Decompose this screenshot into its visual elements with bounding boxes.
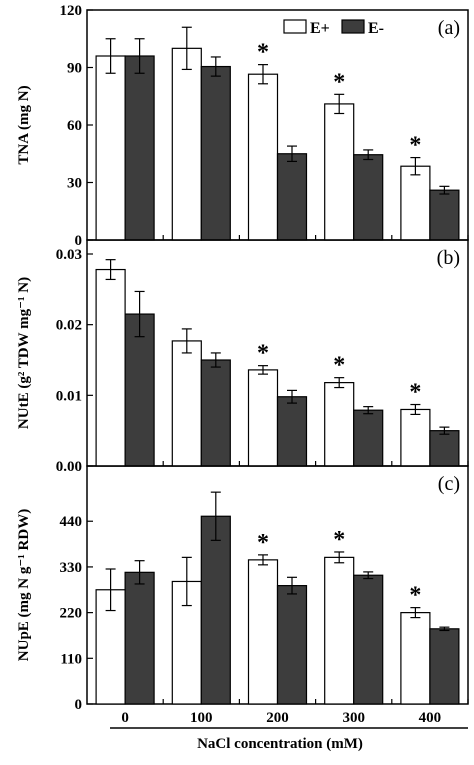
y-tick-label: 0.01 [56, 388, 82, 404]
bar-e-plus [95, 268, 126, 467]
y-tick-label: 60 [67, 118, 82, 134]
x-tick-label: 300 [342, 710, 365, 726]
x-tick-label: 200 [266, 710, 289, 726]
y-tick-label: 0.03 [56, 247, 82, 263]
bar-e-minus [429, 430, 460, 467]
bar-e-plus [400, 612, 431, 705]
bar-e-minus [276, 153, 308, 241]
panel-3: 0 110 220 330 440 NUpE (mg N g⁻¹ RDW) * * * (c) 0 1… [16, 465, 469, 726]
bar-e-plus [171, 340, 202, 467]
y-tick-label: 0 [75, 697, 83, 713]
significance-star: * [409, 380, 421, 406]
bar-e-plus [324, 556, 355, 705]
bar-e-minus [124, 313, 155, 467]
bar-e-plus [400, 165, 431, 241]
bar-e-plus [400, 408, 431, 467]
x-tick-label: 400 [419, 710, 442, 726]
bar-e-minus [200, 515, 231, 705]
bar-e-minus [353, 409, 384, 467]
y-tick-label: 0.02 [56, 318, 82, 334]
y-tick-label: 440 [60, 514, 83, 530]
panel-label: (a) [438, 17, 460, 39]
bar-e-minus [124, 571, 155, 705]
bar-e-plus [324, 382, 355, 467]
significance-star: * [333, 69, 345, 95]
significance-star: * [257, 530, 269, 556]
bar-e-plus [247, 559, 279, 705]
panel-label: (c) [438, 473, 460, 495]
panel-2: 0.00 0.01 0.02 0.03 NUtE (g² TDW mg⁻¹ N) * * * (… [16, 239, 469, 475]
panel-label: (b) [437, 247, 460, 269]
significance-star: * [409, 133, 421, 159]
bar-e-minus [276, 396, 308, 467]
y-axis-label: NUtE (g² TDW mg⁻¹ N) [16, 277, 32, 429]
y-axis-label: TNA (mg N) [16, 85, 32, 164]
bar-e-minus [200, 359, 231, 467]
x-tick-label: 100 [190, 710, 213, 726]
legend-swatch-e-plus [283, 19, 307, 34]
y-tick-label: 220 [60, 606, 83, 622]
y-tick-label: 0 [75, 233, 83, 249]
y-tick-label: 90 [67, 61, 82, 77]
legend-swatch-e-minus [341, 19, 365, 34]
bar-e-minus [124, 55, 155, 241]
legend-label-e-minus: E- [368, 20, 384, 37]
y-tick-label: 330 [60, 560, 83, 576]
y-tick-label: 0.00 [56, 459, 82, 475]
y-tick-label: 110 [60, 651, 82, 667]
bar-e-minus [276, 585, 308, 705]
x-axis-title-group: NaCl concentration (mM) [110, 727, 468, 752]
bar-e-plus [95, 55, 126, 241]
bar-e-minus [353, 154, 384, 241]
significance-star: * [409, 583, 421, 609]
significance-star: * [257, 341, 269, 367]
bar-e-minus [200, 65, 231, 241]
panel-1: 0 30 60 90 120 TNA (mg N) * * * (a) E+ E- [16, 3, 469, 249]
x-tick-label: 0 [121, 710, 129, 726]
y-axis-label: NUpE (mg N g⁻¹ RDW) [16, 509, 32, 661]
y-tick-label: 30 [67, 176, 82, 192]
bar-e-plus [247, 73, 279, 241]
x-axis-title: NaCl concentration (mM) [197, 736, 363, 752]
bar-e-plus [247, 369, 279, 467]
legend: E+ E- [283, 19, 384, 37]
significance-star: * [257, 40, 269, 66]
bar-e-plus [171, 47, 202, 241]
bar-e-minus [429, 189, 460, 241]
y-tick-label: 120 [60, 3, 83, 19]
bar-e-minus [353, 574, 384, 705]
bar-e-plus [324, 103, 355, 241]
significance-star: * [333, 527, 345, 553]
significance-star: * [333, 353, 345, 379]
legend-label-e-plus: E+ [310, 20, 330, 37]
bar-e-minus [429, 628, 460, 705]
